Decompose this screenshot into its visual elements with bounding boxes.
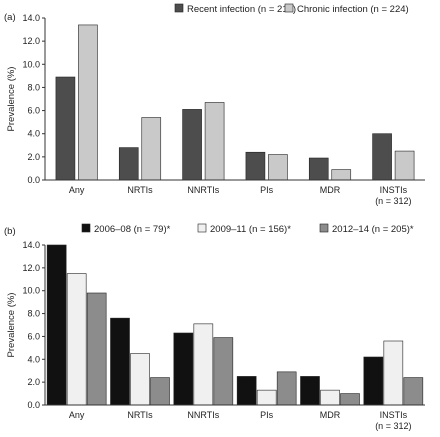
chart-b-bar-nnrtis-s2 [193,323,214,406]
chart-b-bar-any-s1 [46,244,67,406]
chart-a-y-tick-label: 12.0 [22,36,40,46]
chart-b-category-label: MDR [320,410,341,420]
chart-a-bar-pis-s2 [268,154,288,181]
chart-b-bar-nrtis-s2 [130,353,150,406]
chart-a-y-tick-label: 14.0 [22,13,40,23]
chart-a-bar-mdr-s2 [331,169,352,181]
chart-b-y-tick-label: 12.0 [22,263,40,273]
chart-b-bar-pis-s3 [276,371,297,406]
chart-b-legend-swatch [197,223,207,233]
chart-b-y-tick-label: 2.0 [27,377,40,387]
chart-a-legend-label: Chronic infection (n = 224) [297,4,409,15]
chart-b-bar-nrtis-s3 [150,377,170,406]
chart-b-bar-pis-s1 [236,376,257,406]
chart-a-category-label: INSTIs [380,185,408,195]
chart-a-y-tick-label: 0.0 [27,175,40,185]
chart-b-legend-label: 2009–11 (n = 156)* [210,224,291,235]
chart-b-panel-label: (b) [4,226,16,237]
chart-b-y-tick-label: 10.0 [22,286,40,296]
chart-b-legend-label: 2006–08 (n = 79)* [94,224,171,235]
chart-b-category-label: NRTIs [127,410,153,420]
chart-b-bar-mdr-s2 [320,389,340,406]
chart-b-bar-any-s3 [86,292,107,406]
chart-a-y-tick-label: 6.0 [27,106,40,116]
chart-a-y-tick-label: 2.0 [27,152,40,162]
chart-b-bar-nnrtis-s3 [213,337,234,406]
chart-b-category-label: INSTIs [380,410,408,420]
chart-b-category-label: PIs [260,410,274,420]
chart-a-category-label: PIs [260,185,274,195]
chart-b-category-label: NNRTIs [187,410,219,420]
chart-a-y-tick-label: 10.0 [22,59,40,69]
chart-a-bar-instis-s2 [394,150,415,181]
chart-b-y-axis-label: Prevalence (%) [6,293,17,358]
chart-b-y-tick-label: 6.0 [27,331,40,341]
chart-a-bar-any-s1 [55,76,76,181]
chart-a-y-axis-label: Prevalence (%) [6,67,17,132]
chart-b-bar-pis-s2 [256,389,277,406]
chart-b-category-sublabel: (n = 312) [375,421,411,431]
chart-b-y-tick-label: 8.0 [27,309,40,319]
chart-a-category-label: NNRTIs [187,185,219,195]
chart-b-bar-nrtis-s1 [110,317,130,406]
chart-a-panel-label: (a) [4,12,16,23]
chart-a-bar-nnrtis-s1 [182,109,202,181]
chart-b-legend-swatch [319,223,329,233]
chart-b-bar-any-s2 [66,273,87,406]
chart-a-bar-mdr-s1 [308,157,329,181]
chart-b-bar-instis-s1 [363,356,384,406]
chart-a-legend-swatch [174,3,184,13]
chart-a-bar-nnrtis-s2 [204,102,225,181]
chart-a-category-label: Any [69,185,85,195]
chart-b-category-label: Any [69,410,85,420]
chart-a-y-tick-label: 4.0 [27,129,40,139]
chart-a-legend-swatch [284,3,294,13]
chart-a-legend-label: Recent infection (n = 212) [187,4,296,15]
chart-a-bar-any-s2 [78,24,98,181]
chart-b-bar-mdr-s1 [300,376,320,406]
chart-a-bar-instis-s1 [372,133,392,181]
chart-a-bar-nrtis-s2 [141,117,162,181]
chart-b-bar-nnrtis-s1 [173,332,194,406]
chart-b-y-tick-label: 4.0 [27,354,40,364]
chart-b-legend-swatch [81,223,91,233]
chart-a-bar-pis-s1 [245,151,266,181]
chart-b-y-tick-label: 0.0 [27,400,40,410]
chart-a-category-label: NRTIs [127,185,153,195]
chart-a-category-sublabel: (n = 312) [375,196,411,206]
chart-a-bar-nrtis-s1 [118,147,139,181]
chart-a-y-tick-label: 8.0 [27,82,40,92]
chart-a-category-label: MDR [320,185,341,195]
chart-b-legend-label: 2012–14 (n = 205)* [332,224,414,235]
chart-b-y-tick-label: 14.0 [22,240,40,250]
chart-b-bar-mdr-s3 [340,393,360,406]
chart-b-bar-instis-s2 [383,340,404,406]
chart-b-bar-instis-s3 [403,377,424,406]
